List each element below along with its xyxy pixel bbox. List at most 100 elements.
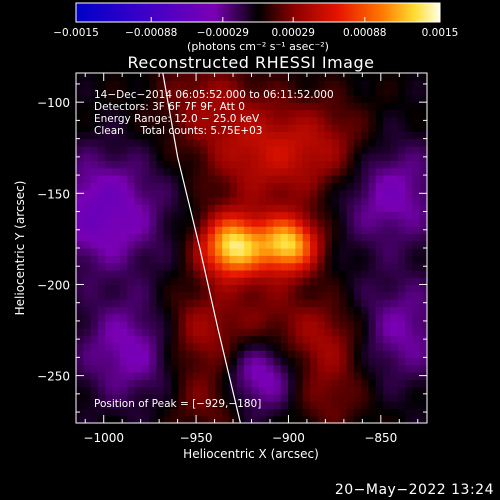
heatmap-pixel bbox=[200, 357, 209, 366]
heatmap-pixel bbox=[178, 233, 187, 242]
heatmap-pixel bbox=[229, 102, 238, 111]
heatmap-pixel bbox=[171, 102, 179, 111]
heatmap-pixel bbox=[288, 189, 296, 198]
heatmap-pixel bbox=[280, 335, 289, 344]
heatmap-pixel bbox=[236, 408, 245, 417]
heatmap-pixel bbox=[90, 415, 99, 423]
heatmap-pixel bbox=[280, 320, 289, 329]
heatmap-pixel bbox=[368, 196, 377, 205]
heatmap-pixel bbox=[119, 393, 128, 402]
heatmap-pixel bbox=[383, 313, 392, 322]
heatmap-pixel bbox=[280, 182, 289, 191]
heatmap-pixel bbox=[353, 393, 362, 402]
heatmap-pixel bbox=[324, 131, 333, 140]
heatmap-pixel bbox=[207, 364, 216, 373]
heatmap-pixel bbox=[331, 196, 340, 205]
heatmap-pixel bbox=[97, 415, 106, 423]
heatmap-pixel bbox=[288, 320, 296, 329]
heatmap-pixel bbox=[324, 320, 333, 329]
heatmap-pixel bbox=[200, 379, 209, 388]
heatmap-pixel bbox=[244, 313, 253, 322]
heatmap-pixel bbox=[156, 218, 165, 227]
heatmap-pixel bbox=[236, 182, 245, 191]
heatmap-pixel bbox=[83, 211, 92, 220]
heatmap-pixel bbox=[339, 269, 348, 278]
heatmap-pixel bbox=[390, 350, 399, 358]
heatmap-pixel bbox=[193, 87, 201, 96]
heatmap-pixel bbox=[112, 248, 121, 256]
heatmap-pixel bbox=[280, 145, 289, 154]
heatmap-pixel bbox=[405, 313, 413, 322]
heatmap-pixel bbox=[214, 284, 223, 293]
heatmap-pixel bbox=[273, 80, 282, 89]
heatmap-pixel bbox=[375, 87, 384, 96]
heatmap-pixel bbox=[214, 218, 223, 227]
heatmap-pixel bbox=[390, 124, 399, 132]
heatmap-pixel bbox=[280, 291, 289, 300]
heatmap-pixel bbox=[119, 306, 128, 315]
heatmap-pixel bbox=[119, 357, 128, 366]
heatmap-pixel bbox=[185, 94, 194, 103]
heatmap-pixel bbox=[288, 87, 296, 96]
heatmap-pixel bbox=[90, 211, 99, 220]
heatmap-pixel bbox=[368, 401, 377, 410]
heatmap-pixel bbox=[295, 116, 304, 125]
heatmap-pixel bbox=[397, 379, 406, 388]
heatmap-pixel bbox=[185, 138, 194, 147]
heatmap-pixel bbox=[156, 189, 165, 198]
heatmap-pixel bbox=[353, 291, 362, 300]
heatmap-pixel bbox=[178, 211, 187, 220]
heatmap-pixel bbox=[251, 233, 260, 242]
heatmap-pixel bbox=[375, 124, 384, 132]
heatmap-pixel bbox=[361, 386, 370, 395]
heatmap-pixel bbox=[112, 87, 121, 96]
heatmap-pixel bbox=[317, 175, 326, 183]
heatmap-pixel bbox=[383, 94, 392, 103]
heatmap-pixel bbox=[163, 145, 172, 154]
heatmap-pixel bbox=[112, 299, 121, 307]
heatmap-pixel bbox=[90, 248, 99, 256]
heatmap-pixel bbox=[317, 233, 326, 242]
heatmap-pixel bbox=[375, 291, 384, 300]
heatmap-pixel bbox=[90, 94, 99, 103]
heatmap-pixel bbox=[236, 313, 245, 322]
heatmap-pixel bbox=[236, 189, 245, 198]
heatmap-pixel bbox=[280, 364, 289, 373]
heatmap-pixel bbox=[141, 299, 150, 307]
heatmap-pixel bbox=[383, 357, 392, 366]
heatmap-pixel bbox=[149, 204, 158, 213]
heatmap-pixel bbox=[83, 175, 92, 183]
heatmap-pixel bbox=[200, 350, 209, 358]
heatmap-pixel bbox=[390, 175, 399, 183]
heatmap-pixel bbox=[383, 138, 392, 147]
heatmap-pixel bbox=[229, 379, 238, 388]
heatmap-pixel bbox=[134, 269, 143, 278]
heatmap-pixel bbox=[412, 153, 421, 162]
heatmap-pixel bbox=[383, 189, 392, 198]
heatmap-pixel bbox=[419, 379, 427, 388]
heatmap-pixel bbox=[251, 313, 260, 322]
heatmap-pixel bbox=[331, 357, 340, 366]
heatmap-pixel bbox=[185, 160, 194, 169]
heatmap-pixel bbox=[141, 306, 150, 315]
heatmap-pixel bbox=[353, 306, 362, 315]
heatmap-pixel bbox=[331, 313, 340, 322]
heatmap-pixel bbox=[149, 255, 158, 264]
heatmap-pixel bbox=[310, 255, 318, 264]
heatmap-pixel bbox=[105, 153, 114, 162]
heatmap-pixel bbox=[105, 73, 114, 81]
heatmap-pixel bbox=[317, 393, 326, 402]
heatmap-pixel bbox=[127, 342, 136, 351]
heatmap-pixel bbox=[178, 371, 187, 380]
heatmap-pixel bbox=[405, 167, 413, 176]
heatmap-pixel bbox=[346, 255, 355, 264]
heatmap-pixel bbox=[383, 299, 392, 307]
heatmap-pixel bbox=[361, 175, 370, 183]
heatmap-pixel bbox=[390, 248, 399, 256]
heatmap-pixel bbox=[200, 335, 209, 344]
heatmap-pixel bbox=[317, 291, 326, 300]
heatmap-pixel bbox=[141, 131, 150, 140]
heatmap-pixel bbox=[149, 379, 158, 388]
heatmap-pixel bbox=[156, 73, 165, 81]
heatmap-pixel bbox=[76, 284, 84, 293]
